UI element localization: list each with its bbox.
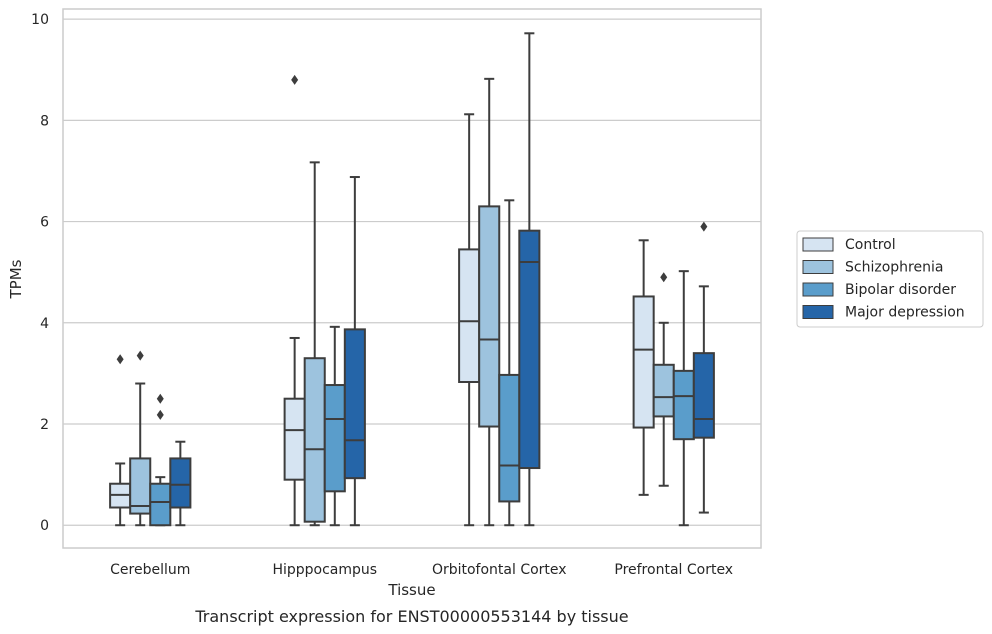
box-body bbox=[343, 328, 366, 480]
outlier-point bbox=[291, 74, 299, 85]
box-major-depression bbox=[169, 440, 192, 527]
legend-item: Control bbox=[802, 237, 896, 253]
y-tick-label: 4 bbox=[40, 316, 49, 332]
box-body bbox=[303, 357, 326, 523]
legend-swatch bbox=[802, 282, 834, 297]
box-body bbox=[498, 373, 521, 503]
plot-frame bbox=[62, 8, 762, 549]
box-control bbox=[632, 239, 655, 496]
box-major-depression bbox=[692, 221, 715, 514]
y-axis-label: TPMs bbox=[7, 259, 25, 299]
box-bipolar-disorder bbox=[672, 270, 695, 527]
legend-label: Control bbox=[845, 237, 896, 253]
legend-frame bbox=[796, 230, 984, 328]
box-bipolar-disorder bbox=[498, 199, 521, 527]
box-schizophrenia bbox=[652, 272, 675, 487]
y-tick-label: 10 bbox=[31, 12, 49, 28]
box-body bbox=[149, 482, 172, 527]
legend-item: Schizophrenia bbox=[802, 260, 943, 276]
legend: Control Schizophrenia Bipolar disorder Majo… bbox=[796, 230, 984, 328]
legend-swatch bbox=[802, 260, 834, 274]
y-tick-label: 6 bbox=[40, 215, 49, 231]
box-bipolar-disorder bbox=[149, 393, 172, 527]
x-axis-label: Tissue bbox=[387, 581, 435, 599]
box-control bbox=[283, 74, 306, 527]
y-tick-label: 0 bbox=[40, 518, 49, 534]
box-bipolar-disorder bbox=[323, 325, 346, 527]
box-body bbox=[478, 205, 501, 428]
y-axis-ticks: 0 2 4 6 8 10 bbox=[31, 12, 49, 534]
box-schizophrenia bbox=[129, 350, 152, 527]
outlier-point bbox=[156, 393, 164, 404]
box-body bbox=[169, 457, 192, 509]
outlier-point bbox=[116, 354, 124, 365]
box-schizophrenia bbox=[478, 77, 501, 527]
box-major-depression bbox=[343, 176, 366, 527]
legend-item: Bipolar disorder bbox=[802, 282, 956, 298]
outlier-point bbox=[136, 350, 144, 361]
x-tick-label: Hipppocampus bbox=[272, 562, 377, 578]
box-body bbox=[283, 397, 306, 481]
box-body bbox=[692, 352, 715, 439]
chart-caption: Transcript expression for ENST0000055314… bbox=[194, 607, 628, 626]
x-tick-label: Prefrontal Cortex bbox=[614, 562, 733, 578]
box-body bbox=[518, 229, 541, 470]
legend-label: Bipolar disorder bbox=[845, 282, 956, 298]
legend-label: Major depression bbox=[845, 305, 965, 321]
box-series-layer bbox=[109, 32, 715, 527]
outlier-point bbox=[700, 221, 708, 232]
legend-item: Major depression bbox=[802, 305, 965, 321]
legend-swatch bbox=[802, 237, 834, 252]
x-tick-label: Orbitofontal Cortex bbox=[432, 562, 567, 578]
gridlines bbox=[63, 18, 761, 526]
box-body bbox=[652, 363, 675, 418]
outlier-point bbox=[660, 272, 668, 283]
box-body bbox=[672, 369, 695, 441]
x-axis-ticks: Cerebellum Hipppocampus Orbitofontal Corte… bbox=[110, 562, 733, 578]
y-tick-label: 8 bbox=[40, 113, 49, 129]
legend-label: Schizophrenia bbox=[845, 260, 943, 276]
x-tick-label: Cerebellum bbox=[110, 562, 190, 578]
box-control bbox=[109, 354, 132, 527]
box-schizophrenia bbox=[303, 161, 326, 527]
box-major-depression bbox=[518, 32, 541, 527]
box-body bbox=[458, 248, 481, 383]
legend-swatch bbox=[802, 305, 834, 319]
outlier-point bbox=[156, 409, 164, 420]
box-control bbox=[458, 113, 481, 527]
box-body bbox=[323, 384, 346, 493]
box-body bbox=[632, 295, 655, 429]
y-tick-label: 2 bbox=[40, 417, 49, 433]
